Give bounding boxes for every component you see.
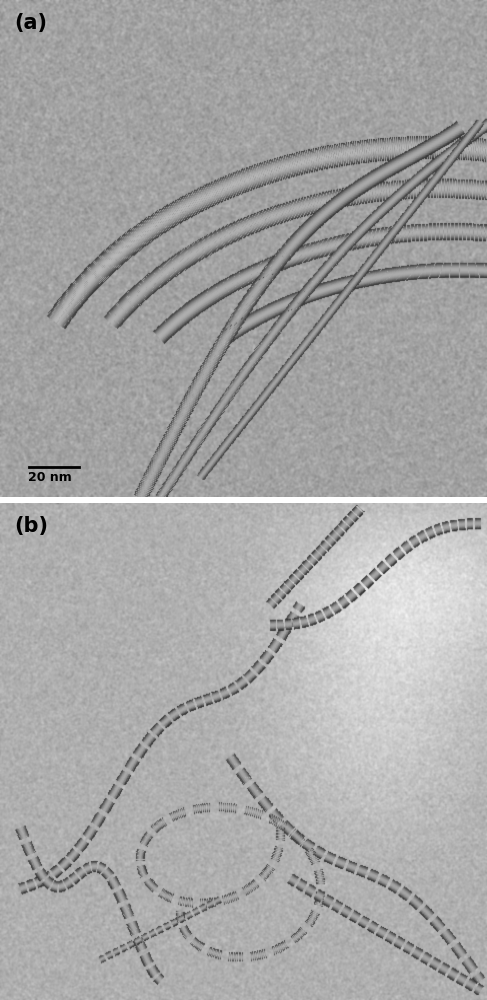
Text: 20 nm: 20 nm: [29, 471, 72, 484]
Text: (a): (a): [15, 13, 48, 33]
Text: (b): (b): [15, 516, 49, 536]
